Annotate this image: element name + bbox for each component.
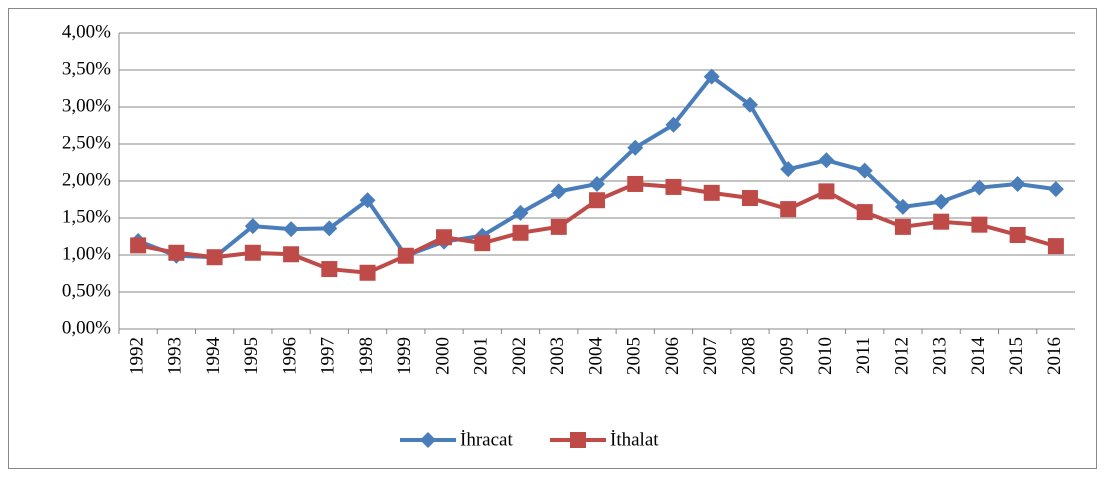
y-tick-label: 2,50%	[62, 132, 111, 153]
x-tick-label: 1993	[165, 337, 186, 375]
data-point	[856, 162, 873, 179]
data-point	[397, 247, 414, 264]
x-tick-label: 2016	[1044, 337, 1065, 375]
data-point	[818, 152, 835, 169]
data-point	[780, 161, 797, 178]
y-tick-label: 3,50%	[62, 58, 111, 79]
data-point	[741, 96, 758, 113]
x-tick-label: 2003	[547, 337, 568, 375]
data-point	[894, 218, 911, 235]
data-point	[1047, 181, 1064, 198]
data-point	[474, 235, 491, 252]
x-tick-label: 2006	[662, 337, 683, 375]
x-tick-label: 1999	[394, 337, 415, 375]
x-tick-label: 2002	[509, 337, 530, 375]
x-tick-label: 2007	[700, 337, 721, 375]
data-point	[244, 218, 261, 235]
data-point	[1047, 238, 1064, 255]
data-point	[1009, 227, 1026, 244]
data-point	[589, 192, 605, 209]
y-tick-label: 1,50%	[62, 206, 111, 227]
data-point	[321, 261, 338, 278]
data-point	[436, 229, 453, 246]
y-tick-label: 2,00%	[62, 169, 111, 190]
x-tick-label: 1997	[318, 337, 339, 375]
data-point	[283, 246, 300, 263]
x-tick-label: 2004	[585, 337, 606, 376]
data-point	[703, 184, 720, 201]
data-point	[359, 192, 376, 209]
data-point	[283, 221, 300, 238]
x-tick-label: 1994	[203, 337, 224, 376]
data-point	[971, 216, 988, 233]
x-tick-label: 2013	[930, 337, 951, 375]
x-tick-label: 2012	[891, 337, 912, 375]
legend-label: İhracat	[460, 429, 513, 450]
x-tick-label: 2014	[968, 337, 989, 376]
data-point	[359, 264, 376, 281]
legend-label: İthalat	[610, 429, 659, 450]
data-point	[512, 204, 529, 221]
y-tick-label: 4,00%	[62, 21, 111, 42]
data-point	[206, 249, 223, 266]
data-point	[627, 175, 644, 192]
data-point	[130, 237, 147, 254]
x-tick-label: 2010	[815, 337, 836, 375]
data-point	[933, 213, 950, 230]
data-point	[627, 139, 644, 156]
x-tick-label: 2005	[624, 337, 645, 375]
x-tick-label: 1995	[241, 337, 262, 375]
x-tick-label: 2009	[777, 337, 798, 375]
data-point	[550, 218, 567, 235]
data-point	[818, 183, 835, 200]
y-tick-label: 3,00%	[62, 95, 111, 116]
x-tick-label: 2008	[738, 337, 759, 375]
data-point	[244, 244, 261, 261]
data-point	[168, 244, 185, 261]
x-tick-label: 2000	[432, 337, 453, 375]
x-tick-label: 1996	[279, 337, 300, 375]
data-point	[321, 220, 338, 237]
data-point	[512, 224, 529, 241]
data-point	[741, 190, 758, 207]
y-tick-label: 0,00%	[62, 317, 111, 338]
legend-marker	[420, 432, 436, 448]
data-point	[856, 204, 873, 221]
y-tick-label: 1,00%	[62, 243, 111, 264]
data-point	[933, 193, 950, 210]
x-tick-label: 2011	[853, 337, 874, 374]
data-point	[550, 183, 567, 200]
data-point	[665, 178, 682, 195]
x-tick-label: 2001	[471, 337, 492, 375]
data-point	[1009, 175, 1026, 192]
x-tick-label: 1998	[356, 337, 377, 375]
chart-frame	[8, 8, 1097, 469]
x-tick-label: 2015	[1006, 337, 1027, 375]
legend-marker	[570, 432, 586, 448]
y-tick-label: 0,50%	[62, 280, 111, 301]
data-point	[971, 179, 988, 196]
data-point	[780, 201, 797, 218]
data-point	[665, 116, 682, 133]
data-point	[589, 175, 605, 192]
data-point	[894, 198, 911, 215]
x-tick-label: 1992	[126, 337, 147, 375]
data-point	[703, 68, 720, 85]
